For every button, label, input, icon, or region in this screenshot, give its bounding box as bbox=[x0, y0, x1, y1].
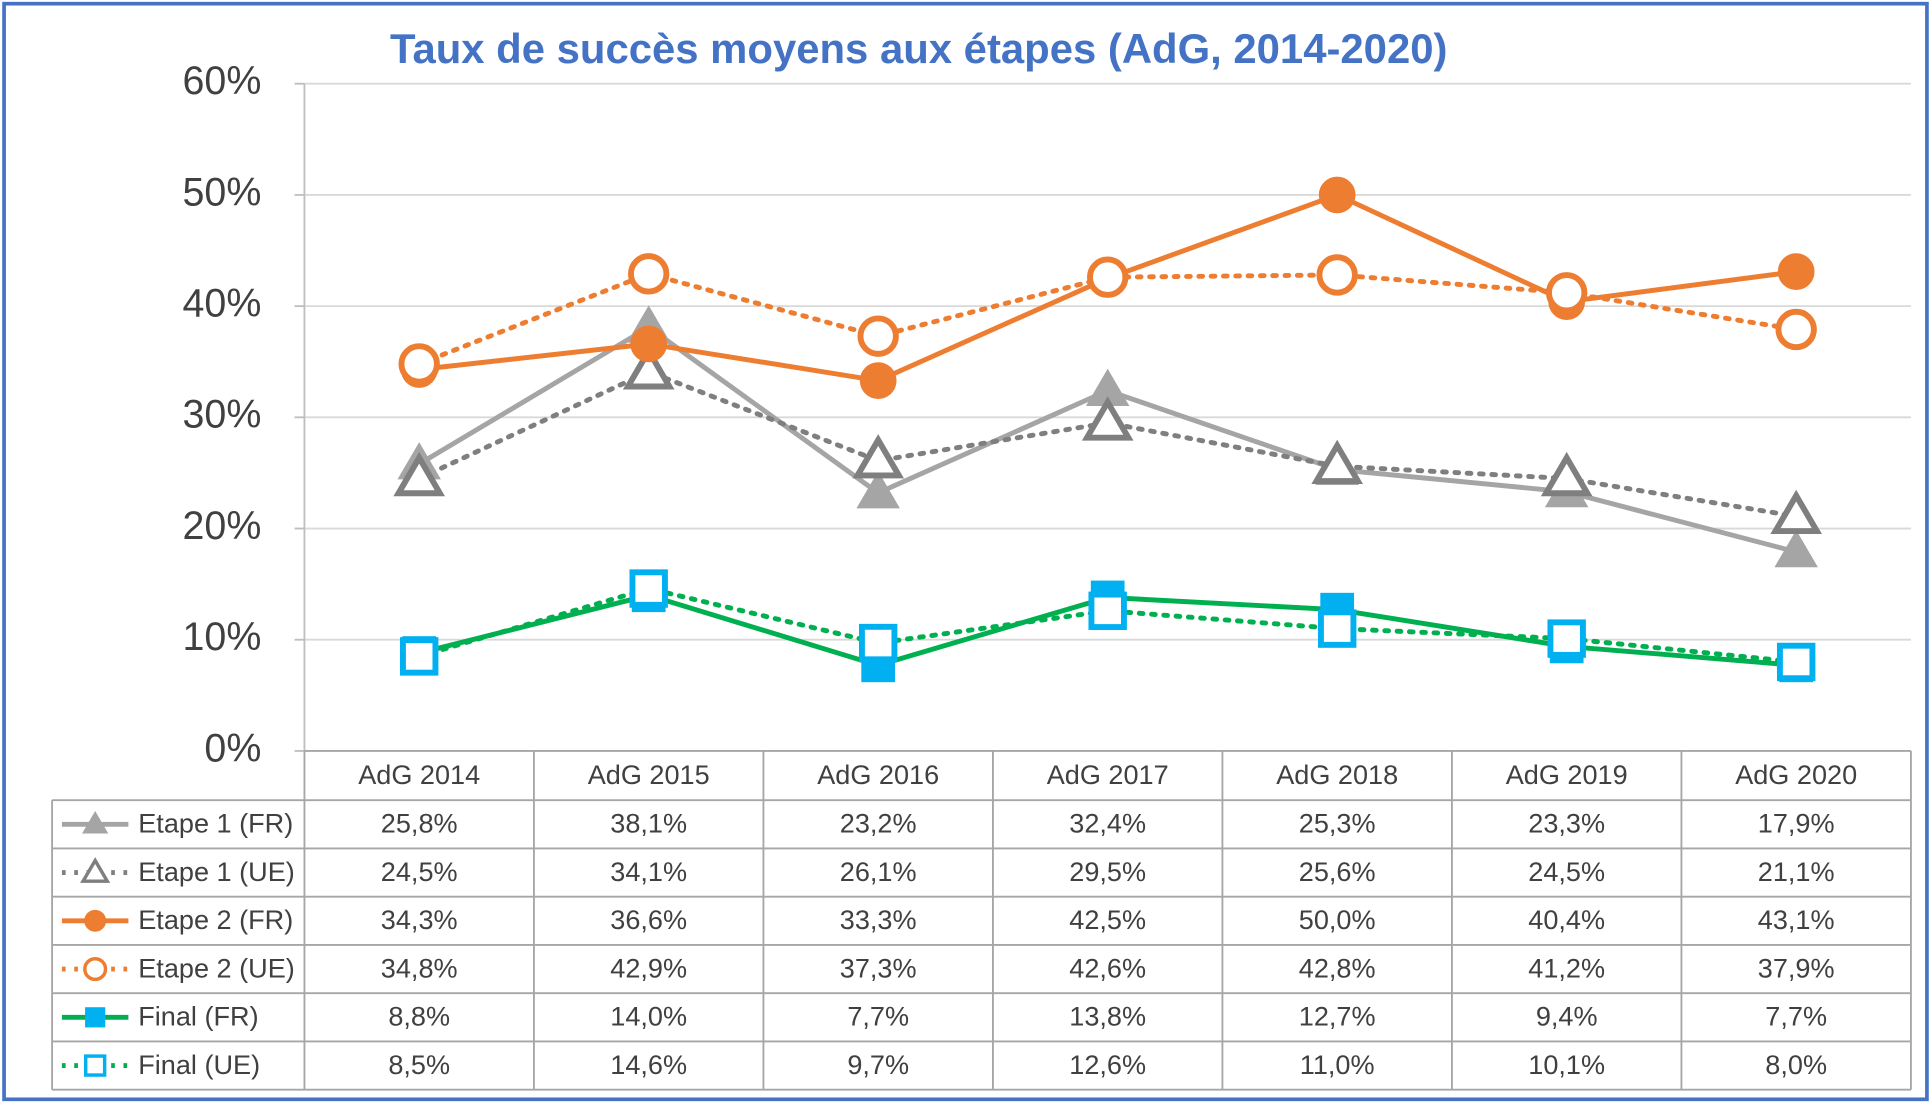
marker bbox=[622, 345, 675, 390]
legend-label: Etape 1 (UE) bbox=[138, 856, 295, 887]
data-label: 33,3% bbox=[840, 904, 917, 935]
data-label: 36,6% bbox=[610, 904, 687, 935]
data-label: 11,0% bbox=[1300, 1049, 1375, 1080]
data-label: 9,7% bbox=[847, 1049, 909, 1080]
data-label: 8,8% bbox=[388, 1001, 450, 1032]
marker bbox=[857, 315, 899, 357]
marker bbox=[1088, 591, 1127, 631]
x-tick-label: AdG 2017 bbox=[1047, 759, 1169, 790]
y-tick-label: 50% bbox=[183, 170, 262, 214]
data-label: 25,6% bbox=[1299, 856, 1376, 887]
marker bbox=[84, 909, 107, 932]
marker bbox=[80, 857, 111, 883]
data-label: 34,1% bbox=[610, 856, 687, 887]
marker bbox=[629, 569, 668, 608]
marker bbox=[393, 451, 446, 497]
x-tick-label: AdG 2014 bbox=[358, 759, 480, 790]
marker bbox=[856, 471, 900, 509]
data-label: 8,0% bbox=[1765, 1049, 1827, 1080]
marker bbox=[1547, 619, 1586, 658]
marker bbox=[1770, 489, 1823, 535]
y-tick-label: 10% bbox=[183, 615, 262, 659]
y-tick-label: 60% bbox=[183, 59, 262, 103]
y-tick-label: 30% bbox=[183, 393, 262, 437]
marker bbox=[1087, 256, 1129, 298]
y-tick-label: 0% bbox=[204, 726, 261, 770]
legend-label: Final (FR) bbox=[138, 1001, 258, 1032]
data-label: 50,0% bbox=[1299, 904, 1376, 935]
marker bbox=[1081, 396, 1134, 441]
data-label: 37,3% bbox=[840, 952, 917, 983]
marker bbox=[852, 434, 905, 479]
chart-title: Taux de succès moyens aux étapes (AdG, 2… bbox=[390, 25, 1447, 72]
data-label: 14,6% bbox=[610, 1049, 687, 1080]
data-label: 25,3% bbox=[1299, 808, 1376, 839]
marker bbox=[1777, 253, 1815, 290]
data-label: 10,1% bbox=[1528, 1049, 1605, 1080]
legend-label: Etape 2 (UE) bbox=[138, 952, 295, 983]
marker bbox=[82, 811, 109, 834]
legend-label: Etape 2 (FR) bbox=[138, 904, 293, 935]
marker bbox=[83, 957, 108, 982]
marker bbox=[1311, 439, 1364, 484]
data-label: 42,8% bbox=[1299, 952, 1376, 983]
data-label: 40,4% bbox=[1528, 904, 1605, 935]
data-label: 23,3% bbox=[1528, 808, 1605, 839]
data-label: 42,6% bbox=[1069, 952, 1146, 983]
marker bbox=[85, 1007, 106, 1028]
data-label: 9,4% bbox=[1536, 1001, 1598, 1032]
data-label: 25,8% bbox=[381, 808, 458, 839]
data-label: 43,1% bbox=[1758, 904, 1835, 935]
data-label: 8,5% bbox=[388, 1049, 450, 1080]
data-label: 13,8% bbox=[1069, 1001, 1146, 1032]
x-tick-label: AdG 2020 bbox=[1735, 759, 1857, 790]
marker bbox=[859, 362, 897, 399]
data-label: 34,8% bbox=[381, 952, 458, 983]
x-tick-label: AdG 2016 bbox=[817, 759, 939, 790]
data-label: 7,7% bbox=[1765, 1001, 1827, 1032]
data-label: 12,7% bbox=[1299, 1001, 1376, 1032]
data-label: 29,5% bbox=[1069, 856, 1146, 887]
marker bbox=[1775, 308, 1817, 351]
data-label: 26,1% bbox=[840, 856, 917, 887]
x-tick-label: AdG 2018 bbox=[1276, 759, 1398, 790]
marker bbox=[399, 637, 439, 676]
marker bbox=[1545, 272, 1588, 314]
data-label: 23,2% bbox=[840, 808, 917, 839]
marker bbox=[1317, 609, 1357, 648]
y-tick-label: 40% bbox=[183, 282, 262, 326]
data-label: 17,9% bbox=[1758, 808, 1835, 839]
marker bbox=[1318, 176, 1356, 214]
data-label: 21,1% bbox=[1758, 856, 1835, 887]
data-label: 34,3% bbox=[381, 904, 458, 935]
marker bbox=[858, 623, 898, 663]
legend-label: Final (UE) bbox=[138, 1049, 260, 1080]
data-label: 37,9% bbox=[1758, 952, 1835, 983]
marker bbox=[1776, 642, 1816, 682]
data-label: 42,9% bbox=[610, 952, 687, 983]
data-label: 32,4% bbox=[1069, 808, 1146, 839]
x-tick-label: AdG 2019 bbox=[1506, 759, 1628, 790]
data-label: 42,5% bbox=[1069, 904, 1146, 935]
marker bbox=[83, 1054, 107, 1077]
x-tick-label: AdG 2015 bbox=[588, 759, 710, 790]
data-label: 14,0% bbox=[610, 1001, 687, 1032]
data-label: 12,6% bbox=[1069, 1049, 1146, 1080]
marker bbox=[1774, 529, 1818, 568]
data-label: 24,5% bbox=[1528, 856, 1605, 887]
y-tick-label: 20% bbox=[183, 504, 262, 548]
data-label: 38,1% bbox=[610, 808, 687, 839]
data-label: 7,7% bbox=[847, 1001, 909, 1032]
marker bbox=[630, 325, 668, 363]
legend-label: Etape 1 (FR) bbox=[138, 808, 293, 839]
data-label: 41,2% bbox=[1528, 952, 1605, 983]
data-label: 24,5% bbox=[381, 856, 458, 887]
marker bbox=[1540, 451, 1593, 497]
marker bbox=[398, 343, 440, 385]
marker bbox=[1316, 254, 1358, 296]
marker bbox=[628, 253, 670, 295]
